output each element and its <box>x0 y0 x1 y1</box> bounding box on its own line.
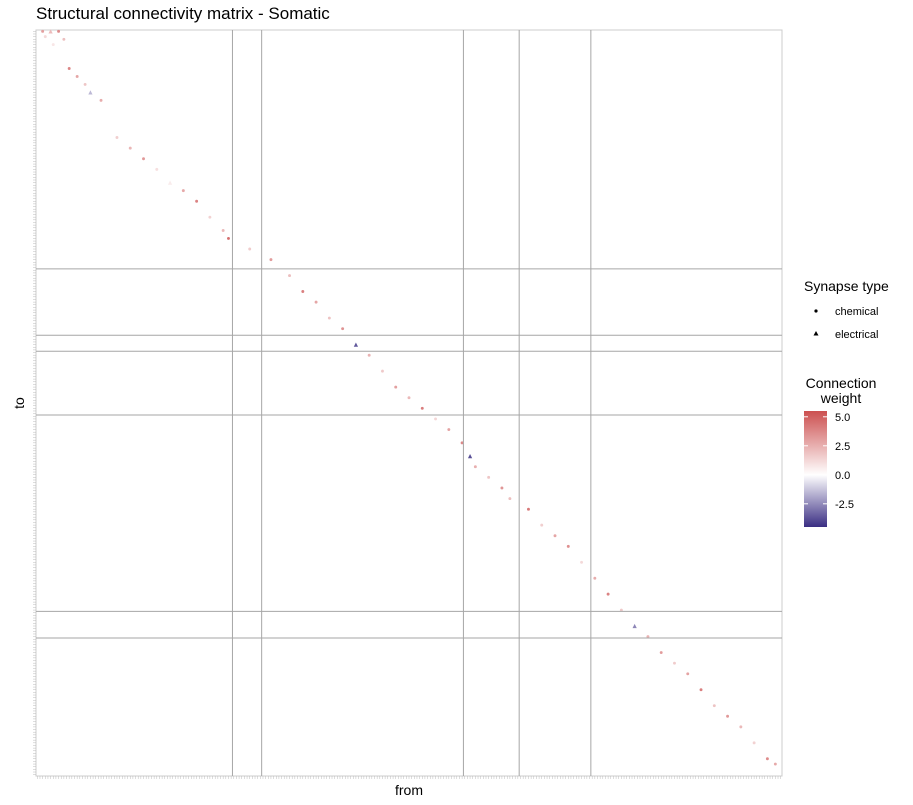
color-legend-title-line1: Connection <box>806 375 877 391</box>
colorbar-ticks: 5.0 2.5 0.0 -2.5 <box>804 412 854 511</box>
color-legend-title-line2: weight <box>820 390 862 406</box>
colorbar-tick-label: 2.5 <box>835 441 850 453</box>
chemical-synapse-point <box>500 486 504 490</box>
chemical-synapse-point <box>447 428 451 432</box>
chemical-synapse-point <box>43 35 47 39</box>
chemical-synapse-point <box>752 741 756 745</box>
chemical-synapse-point <box>301 290 305 293</box>
chemical-synapse-point <box>673 661 676 665</box>
chemical-synapse-point <box>181 189 185 193</box>
group-boundary-lines <box>36 30 782 776</box>
chemical-synapse-point <box>553 534 557 538</box>
chemical-synapse-point <box>773 762 777 766</box>
x-tick-marks <box>37 776 781 779</box>
chemical-legend-label: chemical <box>835 306 878 318</box>
chemical-synapse-point <box>739 725 743 729</box>
chemical-synapse-point <box>57 29 61 33</box>
chemical-synapse-point <box>580 560 584 564</box>
y-axis-title: to <box>11 397 27 409</box>
electrical-synapse-point <box>48 29 53 34</box>
chemical-synapse-point <box>686 672 690 676</box>
matrix-cells <box>41 29 777 766</box>
chemical-synapse-point <box>67 67 71 70</box>
chart-title: Structural connectivity matrix - Somatic <box>36 4 330 23</box>
chemical-synapse-point <box>83 82 87 86</box>
y-tick-marks <box>33 31 36 775</box>
chemical-synapse-point <box>619 608 623 612</box>
chemical-synapse-point <box>221 228 225 232</box>
colorbar-tick-label: -2.5 <box>835 499 854 511</box>
chemical-synapse-point <box>327 316 331 320</box>
chemical-synapse-point <box>341 327 345 331</box>
chemical-synapse-point <box>726 714 730 718</box>
colorbar-tick-label: 0.0 <box>835 470 850 482</box>
chemical-synapse-point <box>473 465 477 469</box>
x-axis-title: from <box>395 782 423 798</box>
chemical-synapse-point <box>99 98 103 102</box>
chemical-synapse-point <box>566 544 570 548</box>
chemical-synapse-point <box>527 507 530 511</box>
chemical-synapse-point <box>75 74 79 78</box>
chemical-synapse-point <box>227 236 230 240</box>
electrical-legend-label: electrical <box>835 329 878 341</box>
chemical-synapse-point <box>712 704 716 708</box>
chemical-synapse-point <box>269 258 273 262</box>
shape-legend: Synapse type chemical electrical <box>804 278 889 341</box>
electrical-legend-key <box>813 331 819 336</box>
chemical-synapse-point <box>394 385 398 389</box>
chemical-synapse-point <box>314 300 318 304</box>
chemical-synapse-point <box>460 441 464 445</box>
chemical-synapse-point <box>288 274 291 278</box>
chemical-synapse-point <box>41 29 45 33</box>
chemical-synapse-point <box>606 592 610 596</box>
chemical-synapse-point <box>407 396 411 400</box>
chemical-synapse-point <box>62 37 66 41</box>
chemical-synapse-point <box>128 146 132 150</box>
chemical-synapse-point <box>487 475 491 479</box>
chemical-synapse-point <box>646 635 650 639</box>
chemical-synapse-point <box>765 757 769 761</box>
electrical-synapse-point <box>467 453 473 459</box>
color-legend: Connection weight 5.0 2.5 0.0 -2.5 <box>804 375 876 527</box>
chemical-synapse-point <box>593 576 597 580</box>
chemical-synapse-point <box>380 369 384 373</box>
chemical-synapse-point <box>508 497 512 501</box>
chemical-synapse-point <box>208 215 212 219</box>
electrical-synapse-point <box>353 342 359 347</box>
chemical-synapse-point <box>699 688 703 692</box>
chemical-synapse-point <box>51 43 55 47</box>
chemical-synapse-point <box>420 406 424 410</box>
colorbar <box>804 411 827 527</box>
chemical-synapse-point <box>659 651 663 655</box>
electrical-synapse-point <box>167 180 173 185</box>
chemical-synapse-point <box>115 136 119 139</box>
chemical-synapse-point <box>248 247 252 251</box>
chemical-synapse-point <box>367 353 371 357</box>
chemical-synapse-point <box>142 157 145 161</box>
chemical-legend-key <box>814 309 818 313</box>
chemical-synapse-point <box>434 417 438 421</box>
plot-panel <box>35 29 783 777</box>
chemical-synapse-point <box>155 167 159 171</box>
electrical-synapse-point <box>632 623 637 629</box>
colorbar-tick-label: 5.0 <box>835 412 850 424</box>
electrical-synapse-point <box>88 90 93 95</box>
chemical-synapse-point <box>540 523 544 527</box>
shape-legend-title: Synapse type <box>804 278 889 294</box>
chemical-synapse-point <box>195 199 199 203</box>
